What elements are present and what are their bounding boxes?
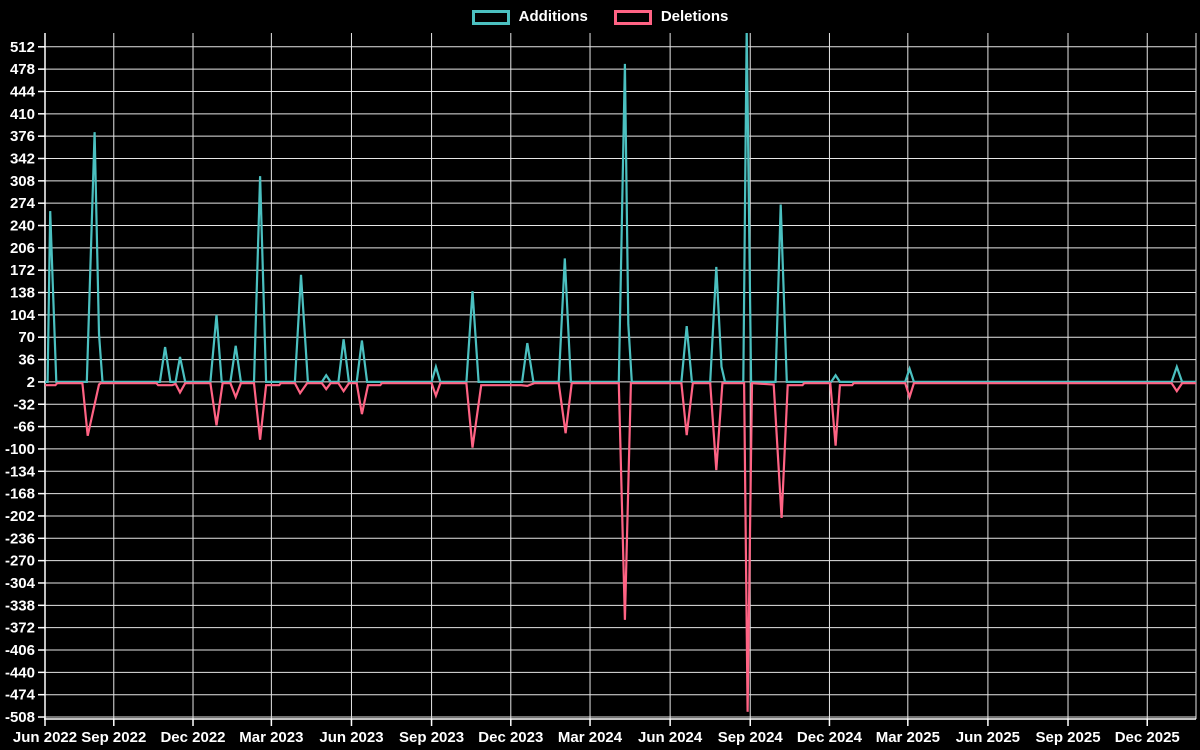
additions-legend-label: Additions [518,8,588,25]
svg-text:Dec 2022: Dec 2022 [160,729,225,746]
svg-text:-474: -474 [5,687,36,704]
svg-text:512: 512 [10,39,35,56]
svg-text:138: 138 [10,285,35,302]
legend-item-deletions[interactable]: Deletions [613,7,729,27]
svg-text:2: 2 [27,374,35,391]
svg-text:206: 206 [10,240,35,257]
svg-text:376: 376 [10,128,35,145]
svg-text:-440: -440 [5,664,35,681]
additions-legend-swatch [471,9,510,25]
svg-text:Sep 2024: Sep 2024 [718,729,784,746]
svg-text:-100: -100 [5,441,35,458]
svg-text:104: 104 [10,307,36,324]
svg-text:478: 478 [10,61,35,78]
svg-text:-338: -338 [5,597,35,614]
svg-text:Jun 2022: Jun 2022 [13,729,77,746]
svg-text:342: 342 [10,151,35,168]
svg-text:410: 410 [10,106,35,123]
svg-text:-372: -372 [5,620,35,637]
svg-text:-236: -236 [5,530,35,547]
svg-text:-134: -134 [5,463,36,480]
svg-text:Dec 2024: Dec 2024 [797,729,863,746]
svg-text:Sep 2023: Sep 2023 [399,729,464,746]
svg-text:Mar 2024: Mar 2024 [558,729,623,746]
svg-text:Jun 2025: Jun 2025 [956,729,1020,746]
legend-item-additions[interactable]: Additions [471,7,588,27]
deletions-legend-label: Deletions [660,8,729,25]
svg-text:-508: -508 [5,709,35,726]
svg-text:Mar 2025: Mar 2025 [876,729,940,746]
svg-text:Sep 2025: Sep 2025 [1035,729,1100,746]
chart-legend: Additions Deletions [0,7,1200,27]
svg-text:172: 172 [10,262,35,279]
svg-text:Mar 2023: Mar 2023 [239,729,303,746]
svg-text:-270: -270 [5,553,35,570]
svg-text:36: 36 [18,352,35,369]
svg-text:240: 240 [10,218,35,235]
svg-text:444: 444 [10,83,36,100]
svg-text:-66: -66 [13,419,35,436]
svg-text:Dec 2025: Dec 2025 [1115,729,1180,746]
svg-text:-304: -304 [5,575,36,592]
svg-text:Sep 2022: Sep 2022 [81,729,146,746]
svg-text:308: 308 [10,173,35,190]
svg-text:Jun 2023: Jun 2023 [319,729,383,746]
svg-text:Dec 2023: Dec 2023 [478,729,543,746]
svg-text:-168: -168 [5,486,35,503]
deletions-legend-swatch [613,9,652,25]
svg-text:-406: -406 [5,642,35,659]
svg-text:-32: -32 [13,396,35,413]
svg-text:274: 274 [10,195,36,212]
svg-text:Jun 2024: Jun 2024 [638,729,703,746]
svg-text:-202: -202 [5,508,35,525]
svg-text:70: 70 [18,329,35,346]
